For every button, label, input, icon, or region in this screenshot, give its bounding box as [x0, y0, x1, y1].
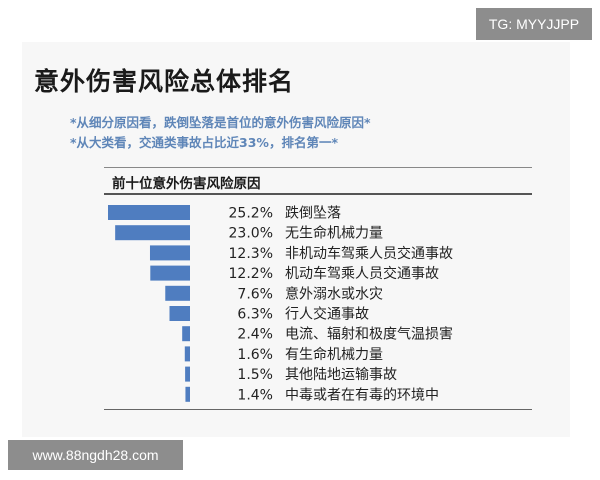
watermark-telegram: TG: MYYJJPP [476, 8, 592, 40]
bar-10 [185, 386, 190, 402]
category-label-3: 非机动车驾乘人员交通事故 [285, 245, 453, 262]
category-label-1: 跌倒坠落 [285, 206, 341, 222]
value-label-10: 1.4% [237, 387, 273, 403]
note-category: *从大类看，交通类事故占比近33%，排名第一* [70, 135, 338, 150]
bar-4 [150, 265, 190, 281]
value-label-6: 6.3% [237, 307, 273, 323]
category-label-2: 无生命机械力量 [285, 225, 383, 242]
category-label-4: 机动车驾乘人员交通事故 [285, 265, 439, 282]
category-label-6: 行人交通事故 [285, 306, 369, 323]
category-label-8: 有生命机械力量 [285, 346, 383, 363]
page-title: 意外伤害风险总体排名 [34, 67, 295, 96]
chart-bottom-rule [104, 409, 532, 410]
chart-top-rule [104, 167, 532, 168]
bar-8 [184, 346, 190, 362]
bar-6 [169, 306, 190, 321]
value-label-8: 1.6% [237, 347, 273, 363]
value-label-1: 25.2% [229, 206, 273, 222]
value-label-7: 2.4% [237, 327, 273, 343]
category-label-7: 电流、辐射和极度气温损害 [285, 327, 453, 343]
category-label-9: 其他陆地运输事故 [285, 367, 397, 383]
slide-card [22, 42, 570, 437]
category-label-10: 中毒或者在有毒的环境中 [285, 387, 439, 403]
value-label-2: 23.0% [229, 226, 273, 242]
value-label-5: 7.6% [237, 286, 273, 302]
bar-7 [182, 326, 190, 342]
bar-5 [165, 285, 190, 301]
bar-9 [185, 366, 190, 382]
bar-1 [108, 205, 190, 220]
chart-title: 前十位意外伤害风险原因 [112, 176, 261, 192]
category-label-5: 意外溺水或水灾 [285, 285, 383, 302]
note-detail: *从细分原因看，跌倒坠落是首位的意外伤害风险原因* [70, 115, 371, 130]
value-label-3: 12.3% [229, 246, 273, 262]
value-label-4: 12.2% [229, 266, 273, 282]
bar-2 [115, 225, 190, 241]
bar-3 [149, 245, 190, 261]
chart-header-rule [104, 193, 532, 195]
watermark-url: www.88ngdh28.com [8, 440, 183, 470]
value-label-9: 1.5% [237, 367, 273, 383]
